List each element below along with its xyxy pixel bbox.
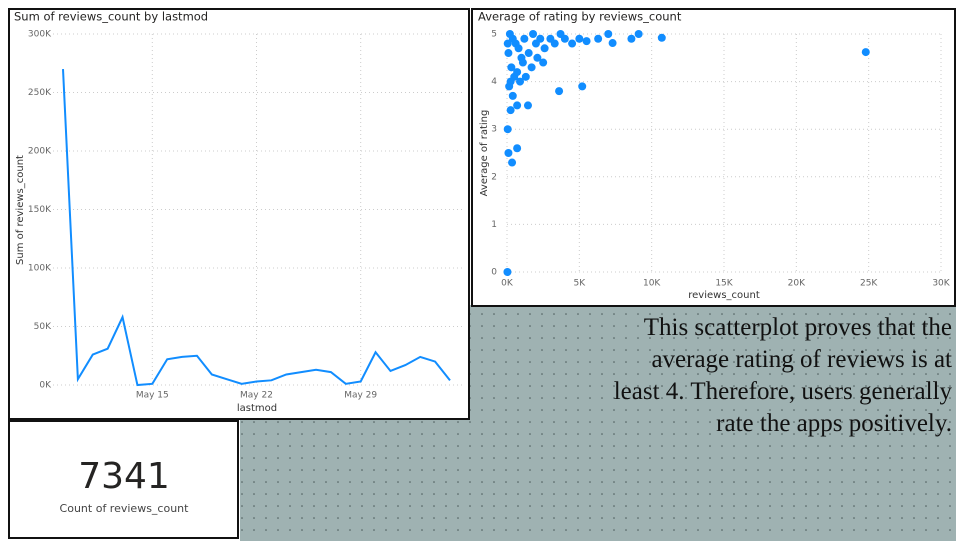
scatter-point [578,82,587,91]
scatter-point [550,39,559,48]
scatter-point [518,58,527,67]
text-box: This scatterplot proves that the average… [613,314,952,437]
y-tick-label: 300K [28,30,52,40]
x-tick-label: 15K [715,279,733,289]
line-series [62,69,451,387]
scatter-point [504,49,513,58]
card-value: 7341 [78,456,170,497]
x-axis-label: lastmod [237,403,277,414]
scatter-point [507,63,516,72]
scatter-point [536,34,545,43]
y-tick-label: 5 [491,30,497,40]
scatter-point [634,30,643,38]
scatter-point [529,30,538,38]
scatter-point [503,268,512,276]
scatter-point [508,158,517,167]
scatter-point [582,37,591,46]
x-tick-label: 20K [788,279,806,289]
scatter-point [861,48,870,57]
scatter-point [604,30,613,38]
scatter-point [533,53,542,62]
scatter-point [503,125,512,134]
y-tick-label: 200K [28,147,52,157]
y-tick-label: 4 [491,77,497,87]
card-label: Count of reviews_count [60,502,190,515]
scatter-point [540,44,549,53]
y-tick-label: 50K [34,322,52,332]
y-tick-label: 1 [491,220,497,230]
scatter-point [521,72,530,81]
chart-title: Average of rating by reviews_count [478,10,682,24]
y-tick-label: 3 [491,125,497,135]
scatter-point [594,34,603,43]
card-panel[interactable] [8,420,239,539]
x-tick-label: May 29 [344,391,377,401]
scatter-point [524,49,533,58]
scatter-point [575,34,584,43]
scatter-point [539,58,548,67]
x-tick-label: 30K [932,279,950,289]
x-tick-label: 10K [643,279,661,289]
scatter-point [506,106,515,115]
y-axis-label: Average of rating [479,110,490,197]
scatter-point [513,68,522,77]
line-panel[interactable] [8,8,470,420]
y-axis-label: Sum of reviews_count [15,155,26,265]
y-tick-label: 0 [491,268,497,278]
scatter-point [568,39,577,48]
y-tick-label: 150K [28,205,52,215]
scatter-point [608,39,617,48]
scatter-point [505,82,514,91]
y-tick-label: 100K [28,264,52,274]
scatter-point [527,63,536,72]
scatter-point [504,149,513,157]
scatter-point [508,91,517,100]
x-tick-label: 5K [574,279,587,289]
scatter-point [513,144,522,153]
scatter-point [560,34,569,43]
chart-title: Sum of reviews_count by lastmod [14,10,208,24]
scatter-point [516,77,525,86]
x-tick-label: 0K [501,279,514,289]
scatter-point [513,101,522,110]
scatter-point [555,87,564,96]
y-tick-label: 0K [39,381,52,391]
scatter-point [523,101,532,110]
x-tick-label: May 15 [136,391,169,401]
scatter-point [627,34,636,43]
x-axis-label: reviews_count [688,290,760,301]
x-tick-label: May 22 [240,391,273,401]
y-tick-label: 2 [491,172,497,182]
scatter-point [514,44,523,53]
scatter-point [503,39,512,48]
scatter-point [520,34,529,43]
x-tick-label: 25K [860,279,878,289]
scatter-point [657,33,666,42]
y-tick-label: 250K [28,88,52,98]
scatter-panel[interactable] [471,8,956,307]
